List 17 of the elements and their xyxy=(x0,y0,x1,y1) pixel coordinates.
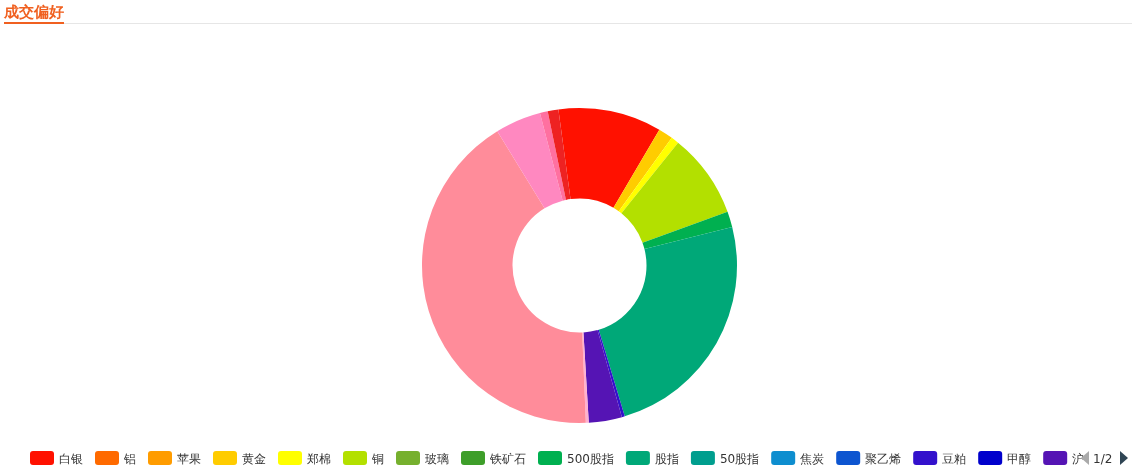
legend-label: 白银 xyxy=(59,451,83,466)
legend-label: 铝 xyxy=(123,451,136,466)
legend-label: 50股指 xyxy=(719,451,760,466)
legend-label: 铜 xyxy=(371,451,384,466)
legend-label: 郑棉 xyxy=(307,451,331,466)
text: 1/2 xyxy=(1093,451,1113,466)
legend-label: 豆粕 xyxy=(942,451,967,466)
legend-label: 铁矿石 xyxy=(489,451,526,466)
legend-label: 股指 xyxy=(654,451,679,466)
legend-label: 聚乙烯 xyxy=(865,451,902,466)
legend-label: 500股指 xyxy=(567,451,614,466)
legend-label: 甲醇 xyxy=(1007,451,1032,466)
legend-label: 玻璃 xyxy=(425,451,449,466)
chart-title: 成交偏好 xyxy=(3,3,64,21)
legend-label: 焦炭 xyxy=(800,451,825,466)
legend-label: 黄金 xyxy=(242,451,266,466)
legend-label: 苹果 xyxy=(177,451,201,466)
